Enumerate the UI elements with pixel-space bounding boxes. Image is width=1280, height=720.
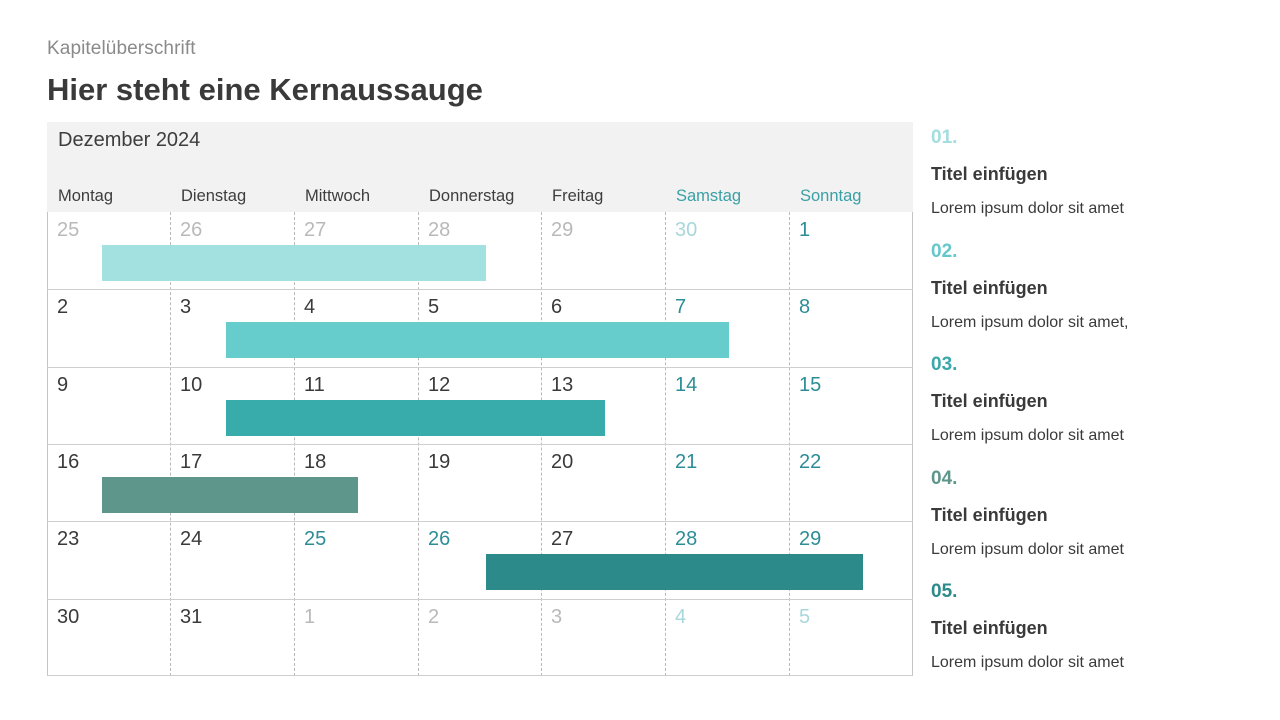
day-cell-number[interactable]: 28 <box>675 528 698 550</box>
day-cell-number[interactable]: 18 <box>304 451 327 473</box>
legend-text-3: Lorem ipsum dolor sit amet <box>931 427 1124 444</box>
day-cell-number[interactable]: 25 <box>57 219 80 241</box>
grid-row-line <box>47 367 913 368</box>
event-bar-3[interactable] <box>225 400 606 436</box>
weekday-header-1: Dienstag <box>181 187 247 205</box>
grid-row-line <box>47 444 913 445</box>
legend-title-2: Titel einfügen <box>931 277 1048 298</box>
legend-text-5: Lorem ipsum dolor sit amet <box>931 654 1124 671</box>
day-cell-number[interactable]: 20 <box>551 451 574 473</box>
calendar-header: Dezember 2024 Montag Dienstag Mittwoch Donn… <box>47 122 913 212</box>
grid-row-line <box>47 599 913 600</box>
legend-title-5: Titel einfügen <box>931 618 1048 638</box>
day-cell-number[interactable]: 19 <box>428 451 451 473</box>
day-cell-number[interactable]: 27 <box>304 219 327 241</box>
day-cell-number[interactable]: 12 <box>428 374 451 396</box>
day-cell-number[interactable]: 30 <box>675 219 698 241</box>
month-label: Dezember 2024 <box>58 129 201 151</box>
grid-row-line <box>47 289 913 290</box>
legend-number-2: 02. <box>931 240 958 262</box>
day-cell-number[interactable]: 1 <box>304 606 316 628</box>
legend-number-1: 01. <box>931 127 958 148</box>
day-cell-number[interactable]: 27 <box>551 528 574 550</box>
day-cell-number[interactable]: 6 <box>551 296 563 318</box>
weekday-header-5: Samstag <box>676 187 742 205</box>
day-cell-number[interactable]: 9 <box>57 374 69 396</box>
day-cell-number[interactable]: 3 <box>551 606 563 628</box>
day-cell-number[interactable]: 15 <box>799 374 822 396</box>
day-cell-number[interactable]: 4 <box>675 606 687 628</box>
day-cell-number[interactable]: 7 <box>675 296 687 318</box>
calendar: Dezember 2024 Montag Dienstag Mittwoch Donn… <box>47 122 913 676</box>
event-bar-2[interactable] <box>225 322 730 358</box>
day-cell-number[interactable]: 21 <box>675 451 698 473</box>
day-cell-number[interactable]: 13 <box>551 374 574 396</box>
event-bar-4[interactable] <box>102 477 359 513</box>
legend-title-4: Titel einfügen <box>931 504 1048 525</box>
weekday-header-0: Montag <box>58 187 114 205</box>
day-cell-number[interactable]: 10 <box>180 374 203 396</box>
day-cell-number[interactable]: 8 <box>799 296 811 318</box>
day-cell-number[interactable]: 14 <box>675 374 698 396</box>
day-cell-number[interactable]: 1 <box>799 219 811 241</box>
grid-row-line <box>47 521 913 522</box>
weekday-header-6: Sonntag <box>800 187 862 205</box>
day-cell-number[interactable]: 11 <box>304 374 325 396</box>
legend-title-3: Titel einfügen <box>931 391 1048 411</box>
day-cell-number[interactable]: 16 <box>57 451 80 473</box>
day-cell-number[interactable]: 5 <box>799 606 811 628</box>
legend-number-4: 04. <box>931 467 958 489</box>
legend-title-1: Titel einfügen <box>931 164 1048 184</box>
day-cell-number[interactable]: 25 <box>304 528 327 550</box>
day-cell-number[interactable]: 23 <box>57 528 80 550</box>
day-cell-number[interactable]: 17 <box>180 451 203 473</box>
legend-number-3: 03. <box>931 354 958 375</box>
day-cell-number[interactable]: 29 <box>551 219 574 241</box>
weekday-header-4: Freitag <box>552 187 604 205</box>
weekday-header-2: Mittwoch <box>305 187 371 205</box>
day-cell-number[interactable]: 24 <box>180 528 203 550</box>
day-cell-number[interactable]: 28 <box>428 219 451 241</box>
day-cell-number[interactable]: 4 <box>304 296 316 318</box>
day-cell-number[interactable]: 2 <box>57 296 69 318</box>
grid-row-line <box>47 675 913 676</box>
day-cell-number[interactable]: 2 <box>428 606 440 628</box>
day-cell-number[interactable]: 26 <box>428 528 451 550</box>
calendar-grid: 25 26 27 28 29 30 1 2 3 4 5 6 7 8 9 10 11 12 13 14 15 16 17 18 1… <box>47 212 913 676</box>
event-bar-5[interactable] <box>485 554 864 590</box>
day-cell-number[interactable]: 31 <box>180 606 203 628</box>
day-cell-number[interactable]: 5 <box>428 296 440 318</box>
chapter-heading: Kapitelüberschrift <box>47 38 196 59</box>
day-cell-number[interactable]: 3 <box>180 296 192 318</box>
event-bar-1[interactable] <box>102 245 486 281</box>
day-cell-number[interactable]: 26 <box>180 219 203 241</box>
weekday-header-3: Donnerstag <box>429 187 515 205</box>
page-title: Hier steht eine Kernaussauge <box>47 72 483 107</box>
legend-text-2: Lorem ipsum dolor sit amet, <box>931 313 1129 331</box>
legend-text-1: Lorem ipsum dolor sit amet <box>931 200 1124 217</box>
day-cell-number[interactable]: 22 <box>799 451 822 473</box>
day-cell-number[interactable]: 29 <box>799 528 822 550</box>
day-cell-number[interactable]: 30 <box>57 606 80 628</box>
legend-text-4: Lorem ipsum dolor sit amet <box>931 540 1124 558</box>
legend-number-5: 05. <box>931 581 958 602</box>
